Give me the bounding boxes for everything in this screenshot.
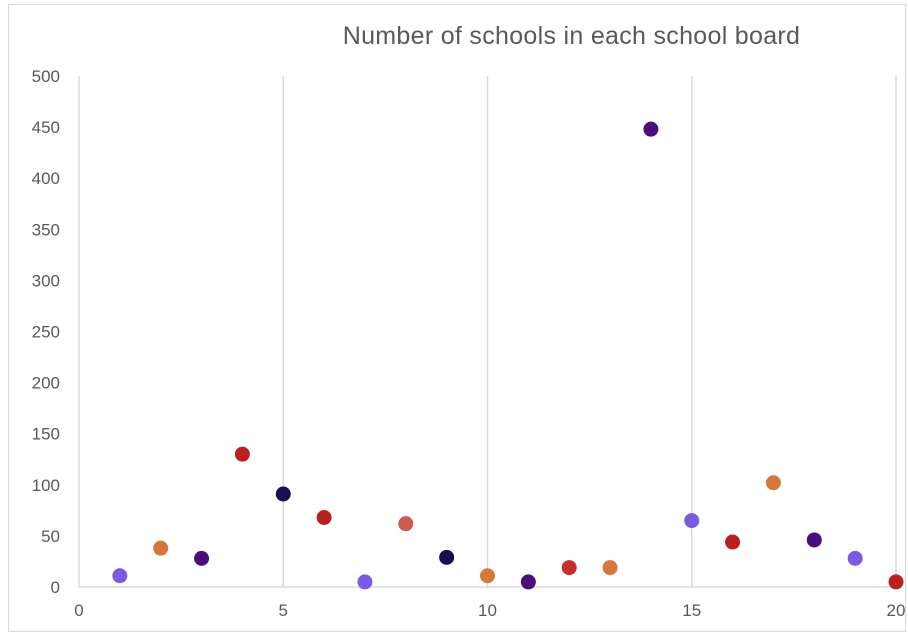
y-tick-label: 50 [41, 527, 60, 546]
y-tick-label: 150 [32, 425, 60, 444]
data-point [357, 574, 373, 590]
data-point [643, 121, 659, 137]
data-point [112, 568, 128, 584]
y-tick-label: 400 [32, 169, 60, 188]
data-point [439, 549, 455, 565]
y-tick-label: 200 [32, 374, 60, 393]
y-tick-label: 500 [32, 67, 60, 86]
data-point [725, 534, 741, 550]
x-tick-label: 5 [279, 601, 288, 620]
y-tick-label: 100 [32, 476, 60, 495]
data-point [765, 475, 781, 491]
data-point [602, 560, 618, 576]
y-tick-label: 250 [32, 323, 60, 342]
data-point [561, 560, 577, 576]
y-tick-label: 300 [32, 271, 60, 290]
data-point [275, 486, 291, 502]
y-tick-label: 350 [32, 220, 60, 239]
data-point [234, 446, 250, 462]
data-point [194, 550, 210, 566]
data-point [398, 516, 414, 532]
y-tick-label: 450 [32, 118, 60, 137]
x-tick-label: 0 [74, 601, 83, 620]
data-point [153, 540, 169, 556]
data-point [806, 532, 822, 548]
data-point [888, 574, 904, 590]
data-point [316, 510, 332, 526]
data-point [684, 513, 700, 529]
data-point [480, 568, 495, 584]
chart-title: Number of schools in each school board [342, 22, 801, 50]
y-tick-label: 0 [51, 578, 60, 597]
data-point [520, 574, 536, 590]
chart-area [8, 4, 906, 632]
x-tick-label: 10 [478, 601, 497, 620]
data-point [847, 550, 863, 566]
x-tick-label: 20 [887, 601, 906, 620]
x-tick-label: 15 [682, 601, 701, 620]
